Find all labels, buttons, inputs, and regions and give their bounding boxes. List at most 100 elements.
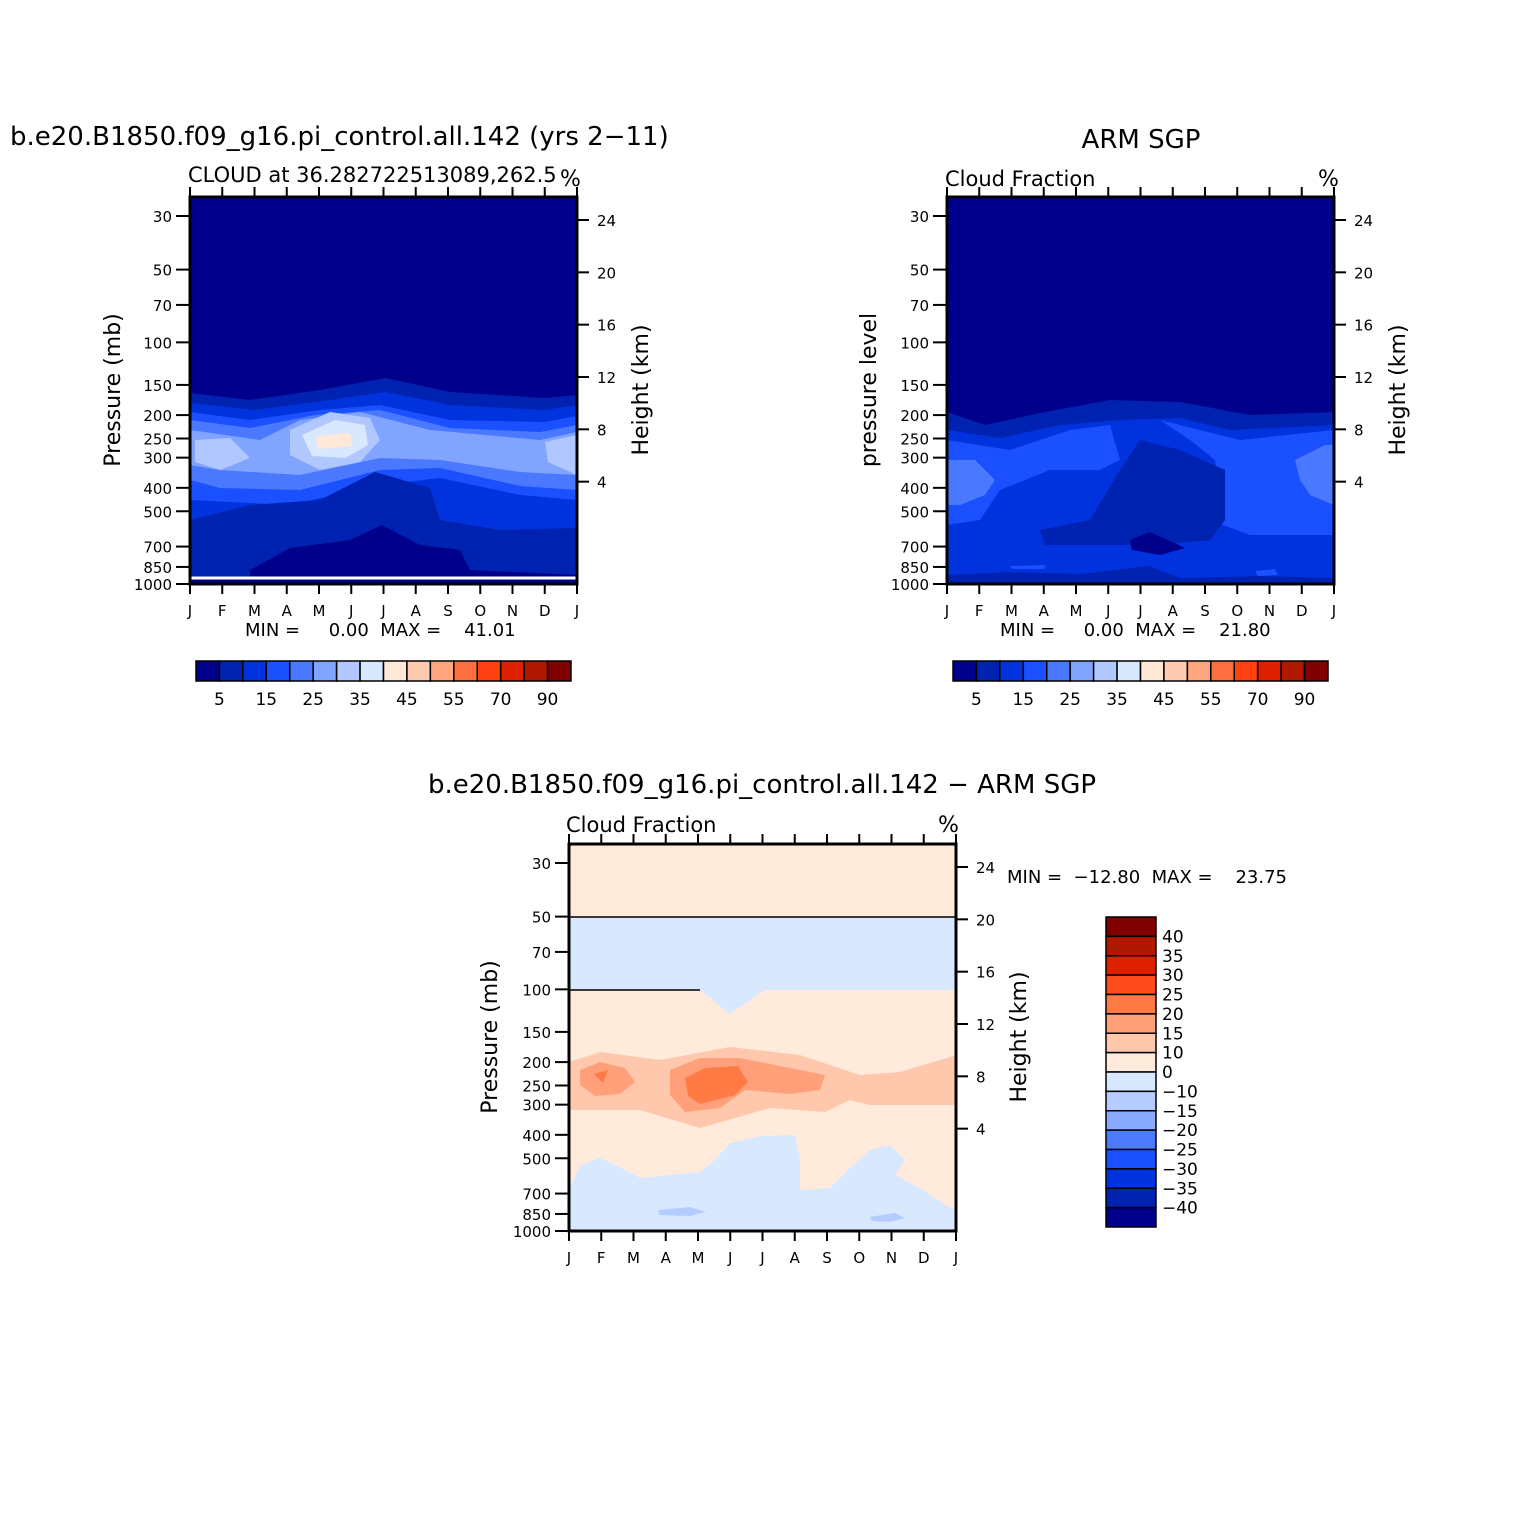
colorbar-label: −10 [1162,1082,1198,1102]
colorbar-swatch [453,660,478,682]
colorbar-label: −40 [1162,1199,1198,1219]
panel2-fill-level3b [1160,420,1334,535]
panel3-minmax: MIN = −12.80 MAX = 23.75 [1007,867,1287,888]
colorbar-swatch [1105,1148,1157,1170]
x-tick-label: A [661,1249,672,1267]
x-tick-label: A [411,602,422,620]
panel3-fill-neg10-lower [569,1135,956,1231]
y-right-tick-label: 8 [976,1068,986,1086]
panel3-fill-pos20a [594,1070,608,1083]
panel3-ylabel: Pressure (mb) [478,960,503,1114]
colorbar-swatch [312,660,338,682]
panel2-ylabel-right: Height (km) [1386,324,1411,455]
x-tick-label: S [443,602,453,620]
y-right-tick-label: 16 [976,964,995,982]
x-tick-label: D [918,1249,930,1267]
panel2-colorbar: 5 15 25 35 45 55 70 90 [952,660,1329,710]
panel2-subtitle: Cloud Fraction [945,167,1096,191]
panel2-title: ARM SGP [1082,125,1201,155]
colorbar-label: 15 [1162,1024,1184,1044]
y-tick-label: 1000 [513,1223,551,1241]
colorbar-label: 55 [443,690,465,710]
panel2-fill-level-1-low [947,566,1334,584]
y-tick-label: 1000 [134,576,172,594]
colorbar-label: 5 [971,690,982,710]
colorbar-label: −15 [1162,1102,1198,1122]
colorbar-swatch [1105,1090,1157,1112]
y-right-tick-label: 16 [1354,317,1373,335]
x-tick-label: M [248,602,261,620]
y-tick-label: 70 [910,297,929,315]
y-tick-label: 100 [900,334,929,352]
x-tick-label: J [727,1249,732,1267]
colorbar-label: 5 [214,690,225,710]
colorbar-swatch [1069,660,1095,682]
y-tick-label: 30 [910,208,929,226]
panel-difference: b.e20.B1850.f09_g16.pi_control.all.142 −… [428,770,1287,1267]
panel1-ylabel: Pressure (mb) [101,313,126,467]
colorbar-swatch [1105,916,1157,938]
y-tick-label: 150 [900,377,929,395]
y-right-tick-label: 20 [976,911,995,929]
x-tick-label: J [944,602,949,620]
y-right-tick-label: 24 [976,859,995,877]
panel2-fill-level3 [947,425,1120,525]
panel1-colorbar: 5 15 25 35 45 55 70 90 [195,660,572,710]
x-tick-label: J [1137,602,1142,620]
colorbar-swatch [1210,660,1235,682]
y-right-tick-label: 20 [597,264,616,282]
colorbar-label: 40 [1162,927,1184,947]
y-tick-label: 200 [900,407,929,425]
panel1-fill-level8 [316,433,352,449]
y-right-tick-label: 20 [1354,264,1373,282]
x-tick-label: A [1168,602,1179,620]
x-tick-label: J [348,602,353,620]
panel2-fill-level-1-mid [1130,532,1185,555]
y-tick-label: 850 [522,1206,551,1224]
x-tick-label: M [627,1249,640,1267]
colorbar-swatch [1233,660,1259,682]
x-tick-label: S [822,1249,832,1267]
y-tick-label: 300 [900,450,929,468]
colorbar-swatch [1105,1032,1157,1054]
colorbar-label: 35 [1162,947,1184,967]
y-tick-label: 500 [900,503,929,521]
colorbar-swatch [265,660,291,682]
x-tick-label: O [474,602,486,620]
y-tick-label: 250 [900,431,929,449]
y-right-tick-label: 16 [597,317,616,335]
panel3-fill-pos15a [580,1062,635,1096]
x-tick-label: O [853,1249,865,1267]
colorbar-label: 35 [349,690,371,710]
panel1-ylabel-right: Height (km) [629,324,654,455]
panel1-units: % [560,167,581,192]
colorbar-swatch [999,660,1025,682]
panel3-subtitle: Cloud Fraction [566,813,717,837]
y-tick-label: 150 [143,377,172,395]
y-tick-label: 30 [153,208,172,226]
y-tick-label: 300 [143,450,172,468]
y-right-tick-label: 8 [597,421,607,439]
colorbar-label: −35 [1162,1179,1198,1199]
x-tick-label: M [313,602,326,620]
colorbar-swatch [1280,660,1306,682]
x-tick-label: J [1331,602,1336,620]
y-right-tick-label: 12 [597,369,616,387]
x-tick-label: D [1296,602,1308,620]
y-tick-label: 500 [143,503,172,521]
colorbar-swatch [406,660,432,682]
colorbar-swatch [289,660,314,682]
panel3-fill-neg15b [870,1213,905,1222]
panel2-units: % [1318,167,1339,192]
colorbar-label: 0 [1162,1063,1173,1083]
colorbar-swatch [1105,1013,1157,1034]
x-tick-label: N [507,602,518,620]
y-tick-label: 70 [532,944,551,962]
y-tick-label: 700 [900,539,929,557]
colorbar-label: 55 [1200,690,1222,710]
colorbar-swatch [523,660,549,682]
colorbar-swatch [218,660,244,682]
x-tick-label: S [1200,602,1210,620]
colorbar-label: 30 [1162,966,1184,986]
colorbar-label: 25 [1059,690,1081,710]
